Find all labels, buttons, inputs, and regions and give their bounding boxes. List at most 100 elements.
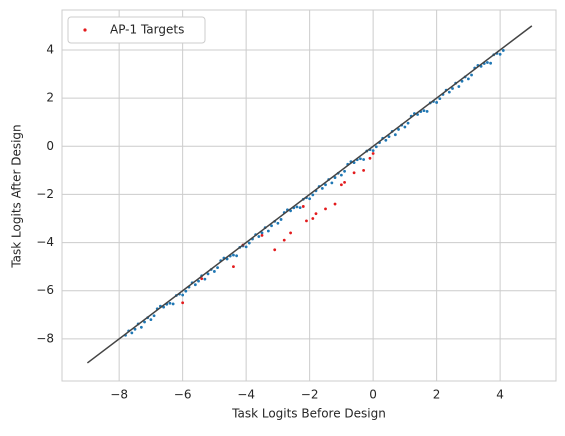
- point: [384, 138, 388, 142]
- x-tick-label: −4: [237, 388, 255, 402]
- point: [171, 302, 175, 306]
- point: [206, 272, 210, 276]
- y-tick-label: 2: [46, 91, 54, 105]
- point: [339, 183, 343, 187]
- point: [232, 265, 235, 269]
- point: [311, 193, 315, 197]
- point: [282, 238, 286, 242]
- point: [203, 277, 207, 281]
- point: [451, 87, 454, 90]
- y-tick-label: −2: [36, 187, 54, 201]
- x-axis-label: Task Logits Before Design: [231, 407, 386, 421]
- point: [289, 231, 292, 235]
- point: [324, 183, 327, 187]
- point: [276, 221, 280, 225]
- point: [486, 61, 489, 64]
- point: [403, 125, 407, 129]
- point: [235, 254, 239, 258]
- point: [266, 229, 270, 233]
- point: [501, 49, 505, 52]
- point: [305, 219, 308, 223]
- point: [270, 224, 273, 228]
- y-tick-label: −4: [36, 235, 54, 249]
- y-tick-label: 0: [46, 139, 54, 153]
- point: [143, 320, 146, 324]
- x-tick-label: 2: [433, 388, 441, 402]
- point: [324, 207, 327, 211]
- point: [359, 157, 362, 161]
- point: [393, 133, 397, 137]
- point: [333, 176, 337, 179]
- point: [273, 248, 277, 252]
- point: [149, 318, 153, 322]
- point: [244, 245, 248, 249]
- y-tick-label: −8: [36, 331, 54, 345]
- point: [301, 205, 305, 208]
- point: [352, 171, 356, 175]
- legend-marker: [83, 28, 87, 32]
- point: [498, 52, 502, 56]
- point: [279, 218, 283, 221]
- point: [422, 109, 426, 113]
- point: [216, 266, 219, 270]
- point: [193, 283, 197, 287]
- point: [232, 253, 235, 257]
- point: [457, 85, 461, 88]
- point: [371, 149, 375, 152]
- point: [257, 235, 261, 238]
- point: [330, 181, 334, 185]
- point: [247, 241, 251, 245]
- point: [260, 231, 264, 235]
- x-tick-label: −2: [301, 388, 319, 402]
- point: [295, 205, 299, 209]
- x-tick-label: −8: [110, 388, 128, 402]
- point: [374, 145, 378, 149]
- legend-box: [67, 16, 206, 44]
- point: [343, 180, 346, 184]
- point: [181, 293, 185, 297]
- y-axis-label: Task Logits After Design: [10, 124, 24, 268]
- legend-label: AP-1 Targets: [110, 23, 184, 37]
- point: [362, 168, 366, 172]
- x-tick-label: −6: [174, 388, 192, 402]
- point: [181, 301, 185, 305]
- point: [371, 152, 375, 155]
- point: [260, 233, 264, 237]
- point: [197, 279, 200, 283]
- point: [298, 206, 302, 210]
- point: [447, 90, 451, 94]
- reference-line: [86, 25, 533, 364]
- point: [460, 79, 464, 83]
- point: [466, 77, 470, 81]
- point: [339, 173, 343, 177]
- point: [184, 289, 188, 293]
- x-tick-label: 4: [496, 388, 504, 402]
- point: [397, 128, 400, 131]
- point: [308, 197, 312, 201]
- point: [406, 121, 410, 125]
- point: [333, 202, 337, 206]
- point: [387, 135, 391, 139]
- point: [435, 101, 439, 104]
- point: [212, 270, 216, 273]
- point: [139, 325, 143, 329]
- y-tick-label: −6: [36, 283, 54, 297]
- point: [311, 217, 315, 220]
- point: [314, 212, 318, 216]
- point: [200, 277, 204, 281]
- y-tick-label: 4: [46, 42, 54, 56]
- point: [343, 169, 346, 173]
- point: [152, 314, 156, 318]
- point: [438, 97, 442, 100]
- point: [368, 156, 372, 160]
- point: [362, 158, 366, 161]
- point: [320, 186, 324, 190]
- point: [489, 61, 492, 65]
- point: [425, 109, 429, 113]
- point: [168, 301, 172, 305]
- point: [130, 331, 134, 335]
- x-tick-label: 0: [369, 388, 377, 402]
- point: [133, 327, 137, 331]
- point: [470, 73, 473, 77]
